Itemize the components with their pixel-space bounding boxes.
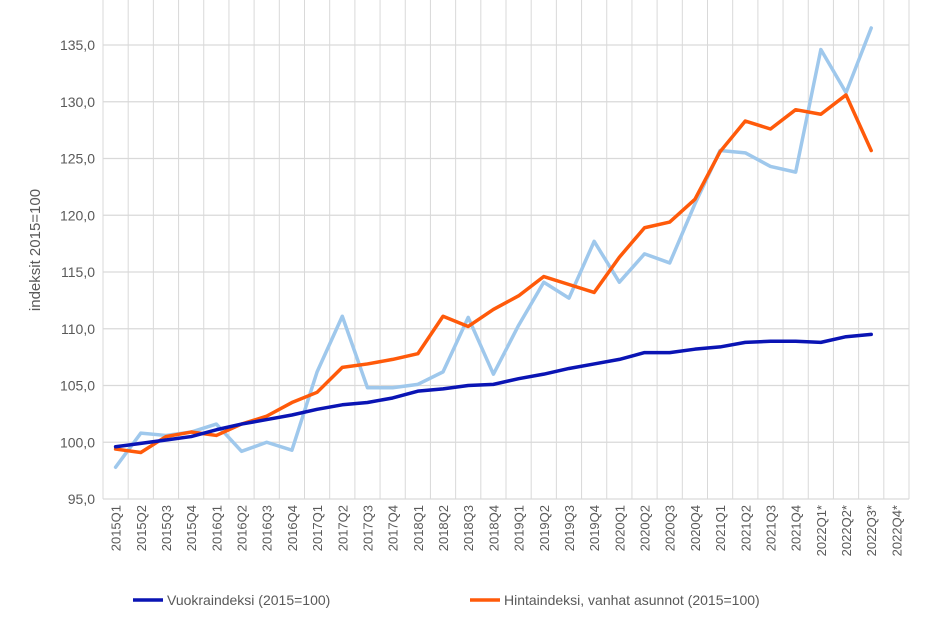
x-tick-label: 2022Q1*	[814, 505, 829, 556]
x-tick-label: 2021Q1	[713, 505, 728, 551]
y-tick-label: 100,0	[60, 434, 95, 450]
y-tick-label: 95,0	[68, 491, 95, 507]
x-tick-label: 2020Q4	[688, 505, 703, 551]
y-tick-label: 120,0	[60, 207, 95, 223]
x-tick-label: 2019Q2	[537, 505, 552, 551]
x-tick-label: 2018Q1	[411, 505, 426, 551]
x-tick-label: 2019Q1	[512, 505, 527, 551]
legend-label: Vuokraindeksi (2015=100)	[167, 592, 330, 608]
x-tick-label: 2018Q4	[486, 505, 501, 551]
y-tick-label: 135,0	[60, 37, 95, 53]
x-tick-label: 2015Q3	[159, 505, 174, 551]
x-tick-label: 2018Q3	[461, 505, 476, 551]
y-tick-label: 130,0	[60, 94, 95, 110]
y-tick-label: 115,0	[61, 264, 95, 280]
x-tick-label: 2022Q3*	[864, 505, 879, 556]
x-tick-label: 2017Q3	[360, 505, 375, 551]
x-tick-label: 2016Q2	[235, 505, 250, 551]
legend-label: Hintaindeksi, vanhat asunnot (2015=100)	[504, 592, 760, 608]
x-axis-ticks: 2015Q1 2015Q2 2015Q3 2015Q4 2016Q1 2016Q2 2016…	[109, 505, 905, 556]
x-tick-label: 2016Q4	[285, 505, 300, 551]
y-tick-label: 110,0	[61, 321, 95, 337]
x-tick-label: 2015Q2	[134, 505, 149, 551]
x-tick-label: 2021Q2	[738, 505, 753, 551]
x-tick-label: 2021Q3	[763, 505, 778, 551]
x-tick-label: 2022Q2*	[839, 505, 854, 556]
y-axis-title: indeksit 2015=100	[27, 189, 44, 311]
x-tick-label: 2020Q2	[638, 505, 653, 551]
x-tick-label: 2019Q3	[562, 505, 577, 551]
y-axis-ticks: 95,0 100,0 105,0 110,0 115,0 120,0 125,0 130,0 1…	[60, 37, 95, 507]
gridlines	[103, 0, 909, 499]
x-tick-label: 2020Q1	[612, 505, 627, 551]
x-tick-label: 2016Q3	[260, 505, 275, 551]
x-tick-label: 2015Q4	[184, 505, 199, 551]
x-tick-label: 2019Q4	[587, 505, 602, 551]
x-tick-label: 2018Q2	[436, 505, 451, 551]
x-tick-label: 2021Q4	[789, 505, 804, 551]
legend: Vuokraindeksi (2015=100) Hintaindeksi, va…	[133, 592, 760, 608]
x-tick-label: 2016Q1	[209, 505, 224, 551]
x-tick-label: 2020Q3	[663, 505, 678, 551]
x-tick-label: 2015Q1	[109, 505, 124, 551]
y-tick-label: 105,0	[60, 378, 95, 394]
x-tick-label: 2022Q4*	[889, 505, 904, 556]
x-tick-label: 2017Q2	[335, 505, 350, 551]
x-tick-label: 2017Q4	[386, 505, 401, 551]
y-tick-label: 125,0	[60, 151, 95, 167]
x-tick-label: 2017Q1	[310, 505, 325, 551]
